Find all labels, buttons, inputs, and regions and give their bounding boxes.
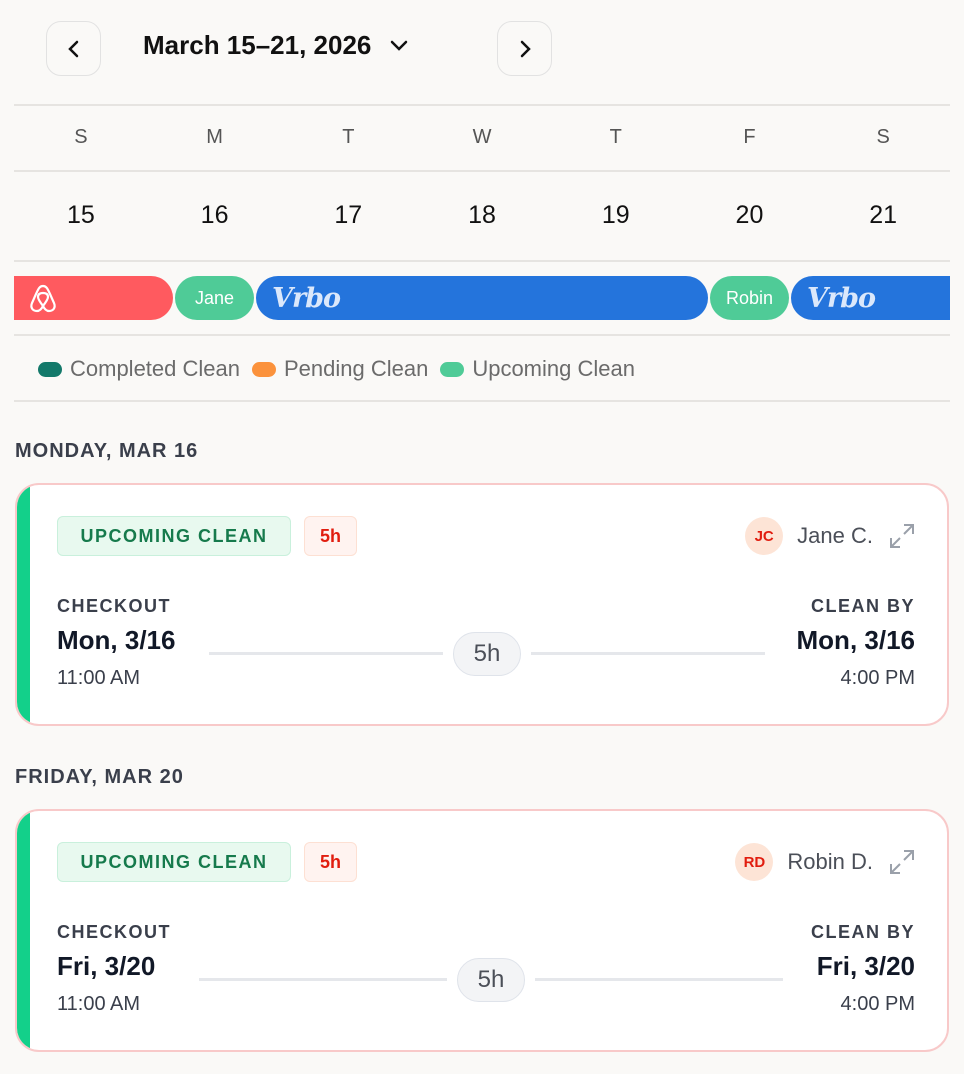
avatar: RD (735, 843, 774, 881)
clean-card[interactable]: UPCOMING CLEAN 5h JC Jane C. CHECKOUT Mo… (15, 483, 949, 726)
legend-item: Upcoming Clean (440, 356, 635, 382)
next-week-button[interactable] (497, 21, 552, 76)
divider (14, 170, 950, 172)
booking-vrbo[interactable]: Vrbo (256, 276, 708, 320)
weekday-label: S (74, 126, 88, 148)
divider (14, 400, 950, 402)
duration-pill: 5h (453, 632, 521, 676)
pending-dot-icon (251, 362, 276, 377)
weekday-label: F (743, 126, 756, 148)
booking-airbnb[interactable] (14, 276, 173, 320)
booking-clean-jane[interactable]: Jane (175, 276, 254, 320)
divider (14, 260, 950, 262)
legend: Completed Clean Pending Clean Upcoming C… (38, 356, 635, 382)
booking-clean-robin[interactable]: Robin (710, 276, 789, 320)
week-selector[interactable]: March 15–21, 2026 (143, 30, 409, 61)
checkout-label: CHECKOUT (57, 596, 171, 616)
upcoming-dot-icon (440, 362, 465, 377)
assignee[interactable]: RD Robin D. (735, 843, 917, 881)
cleanby-time: 4:00 PM (840, 993, 915, 1015)
prev-week-button[interactable] (46, 21, 101, 76)
section-heading: MONDAY, MAR 16 (15, 440, 199, 462)
clean-card[interactable]: UPCOMING CLEAN 5h RD Robin D. CHECKOUT F… (15, 809, 949, 1052)
cleanby-label: CLEAN BY (810, 922, 915, 942)
status-badge: UPCOMING CLEAN (57, 842, 291, 882)
date-cell[interactable]: 15 (66, 201, 95, 229)
date-cell[interactable]: 21 (869, 201, 898, 229)
date-cell[interactable]: 16 (200, 201, 229, 229)
legend-label: Completed Clean (70, 356, 240, 381)
chevron-down-icon (391, 40, 408, 51)
timeline-line (209, 652, 443, 655)
section-heading: FRIDAY, MAR 20 (15, 766, 184, 788)
expand-icon[interactable] (887, 521, 917, 551)
hours-badge: 5h (304, 842, 357, 882)
weekday-label: T (609, 126, 622, 148)
status-badge: UPCOMING CLEAN (57, 516, 291, 556)
assignee-name: Jane C. (797, 523, 873, 548)
expand-icon[interactable] (887, 847, 917, 877)
timeline-line (531, 652, 765, 655)
booking-vrbo[interactable]: Vrbo (791, 276, 950, 320)
completed-dot-icon (38, 362, 62, 377)
cleanby-date: Fri, 3/20 (816, 951, 915, 981)
weekday-label: S (876, 126, 890, 148)
date-cell[interactable]: 18 (468, 201, 496, 229)
weekday-header: S M T W T F S (14, 126, 950, 149)
weekday-label: M (206, 126, 223, 148)
legend-item: Pending Clean (251, 356, 429, 382)
week-title: March 15–21, 2026 (143, 30, 372, 60)
checkout-label: CHECKOUT (57, 922, 171, 942)
weekday-label: T (342, 126, 355, 148)
assignee[interactable]: JC Jane C. (745, 517, 917, 555)
legend-label: Pending Clean (283, 356, 429, 381)
date-cell[interactable]: 19 (601, 201, 630, 229)
status-stripe (17, 485, 30, 724)
chevron-left-icon (67, 40, 78, 57)
checkout-time: 11:00 AM (57, 993, 141, 1015)
divider (14, 334, 950, 336)
date-cell[interactable]: 17 (334, 201, 363, 229)
assignee-name: Robin D. (787, 849, 873, 874)
cleanby-time: 4:00 PM (840, 667, 915, 689)
cleanby-label: CLEAN BY (810, 596, 915, 616)
date-cell[interactable]: 20 (735, 201, 764, 229)
checkout-time: 11:00 AM (57, 667, 141, 689)
checkout-date: Mon, 3/16 (57, 625, 176, 655)
legend-label: Upcoming Clean (472, 356, 635, 381)
timeline-line (199, 978, 447, 981)
chevron-right-icon (520, 40, 531, 57)
duration-pill: 5h (457, 958, 525, 1002)
airbnb-logo-icon (30, 284, 56, 313)
timeline-line (535, 978, 783, 981)
cleanby-date: Mon, 3/16 (796, 625, 915, 655)
avatar: JC (745, 517, 784, 555)
hours-badge: 5h (304, 516, 357, 556)
status-stripe (17, 811, 30, 1050)
weekday-label: W (472, 126, 492, 148)
legend-item: Completed Clean (38, 356, 240, 382)
checkout-date: Fri, 3/20 (57, 951, 156, 981)
divider (14, 104, 950, 106)
date-row: 15 16 17 18 19 20 21 (14, 201, 950, 230)
